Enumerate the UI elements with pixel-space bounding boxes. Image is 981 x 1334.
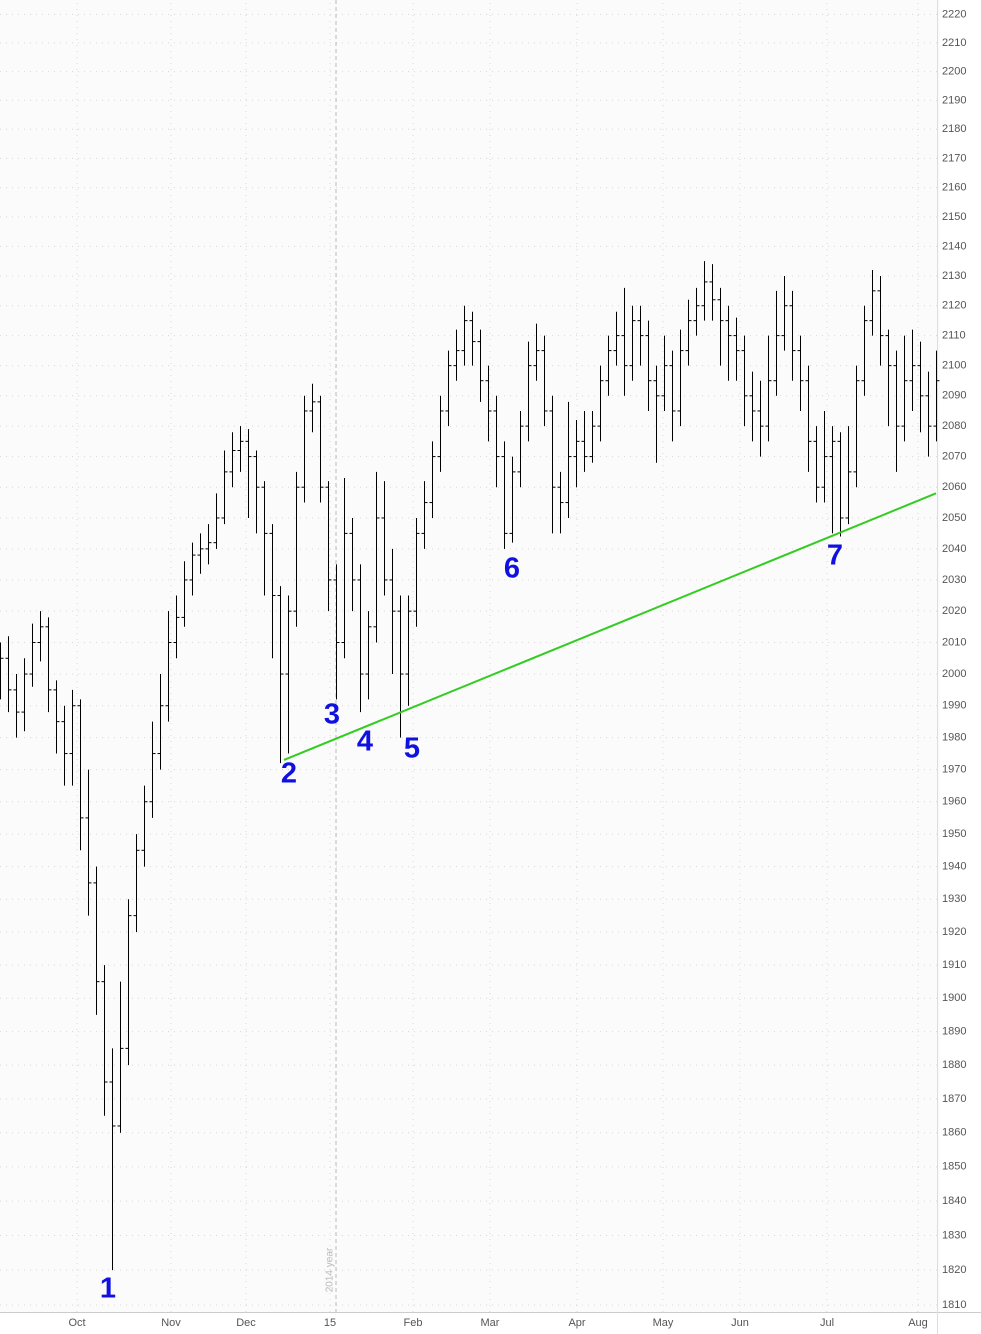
y-tick-label: 1960: [942, 796, 966, 808]
y-tick-label: 2180: [942, 123, 966, 135]
y-tick-label: 2220: [942, 8, 966, 20]
y-tick-label: 1990: [942, 700, 966, 712]
trend-line: [283, 492, 937, 761]
y-tick-label: 2060: [942, 481, 966, 493]
y-tick-label: 2190: [942, 94, 966, 106]
x-tick-label: Oct: [68, 1317, 85, 1329]
y-tick-label: 2030: [942, 574, 966, 586]
y-tick-label: 2050: [942, 512, 966, 524]
y-tick-label: 1910: [942, 959, 966, 971]
y-tick-label: 2110: [942, 330, 966, 342]
y-tick-label: 1890: [942, 1026, 966, 1038]
x-tick-label: Nov: [161, 1317, 181, 1329]
y-tick-label: 1870: [942, 1093, 966, 1105]
y-tick-label: 1820: [942, 1264, 966, 1276]
x-tick-label: Jun: [731, 1317, 749, 1329]
y-tick-label: 1830: [942, 1229, 966, 1241]
y-tick-label: 2090: [942, 390, 966, 402]
y-tick-label: 1880: [942, 1059, 966, 1071]
y-tick-label: 2040: [942, 543, 966, 555]
y-tick-label: 2210: [942, 37, 966, 49]
annotation: 4: [357, 726, 373, 758]
y-tick-label: 1840: [942, 1195, 966, 1207]
x-tick-label: Mar: [481, 1317, 500, 1329]
y-tick-label: 1950: [942, 828, 966, 840]
y-tick-label: 1860: [942, 1127, 966, 1139]
y-tick-label: 2120: [942, 300, 966, 312]
y-tick-label: 2130: [942, 270, 966, 282]
x-tick-label: Apr: [568, 1317, 585, 1329]
y-tick-label: 2080: [942, 420, 966, 432]
x-tick-label: Aug: [908, 1317, 928, 1329]
x-tick-label: Jul: [820, 1317, 834, 1329]
annotation: 5: [404, 733, 420, 765]
annotation: 3: [324, 699, 340, 731]
y-tick-label: 1850: [942, 1161, 966, 1173]
x-tick-label: 15: [324, 1317, 336, 1329]
y-tick-label: 1940: [942, 860, 966, 872]
y-tick-label: 2160: [942, 181, 966, 193]
y-tick-label: 1920: [942, 926, 966, 938]
year-divider-label: 2014 year: [325, 1247, 336, 1292]
y-tick-label: 1970: [942, 763, 966, 775]
y-tick-label: 1900: [942, 992, 966, 1004]
y-tick-label: 2010: [942, 636, 966, 648]
annotation: 1: [100, 1273, 116, 1305]
y-tick-label: 1930: [942, 893, 966, 905]
y-tick-label: 2000: [942, 668, 966, 680]
y-tick-label: 2150: [942, 211, 966, 223]
annotation: 2: [281, 758, 297, 790]
y-tick-label: 1980: [942, 731, 966, 743]
y-tick-label: 1810: [942, 1299, 966, 1311]
y-tick-label: 2200: [942, 65, 966, 77]
y-tick-label: 2170: [942, 152, 966, 164]
y-tick-label: 2140: [942, 240, 966, 252]
annotation: 7: [827, 540, 843, 572]
x-tick-label: Feb: [404, 1317, 423, 1329]
plot-area: [0, 0, 940, 1312]
y-tick-label: 2070: [942, 450, 966, 462]
y-tick-label: 2020: [942, 605, 966, 617]
y-tick-label: 2100: [942, 360, 966, 372]
x-tick-label: May: [653, 1317, 674, 1329]
x-tick-label: Dec: [236, 1317, 256, 1329]
annotation: 6: [504, 553, 520, 585]
